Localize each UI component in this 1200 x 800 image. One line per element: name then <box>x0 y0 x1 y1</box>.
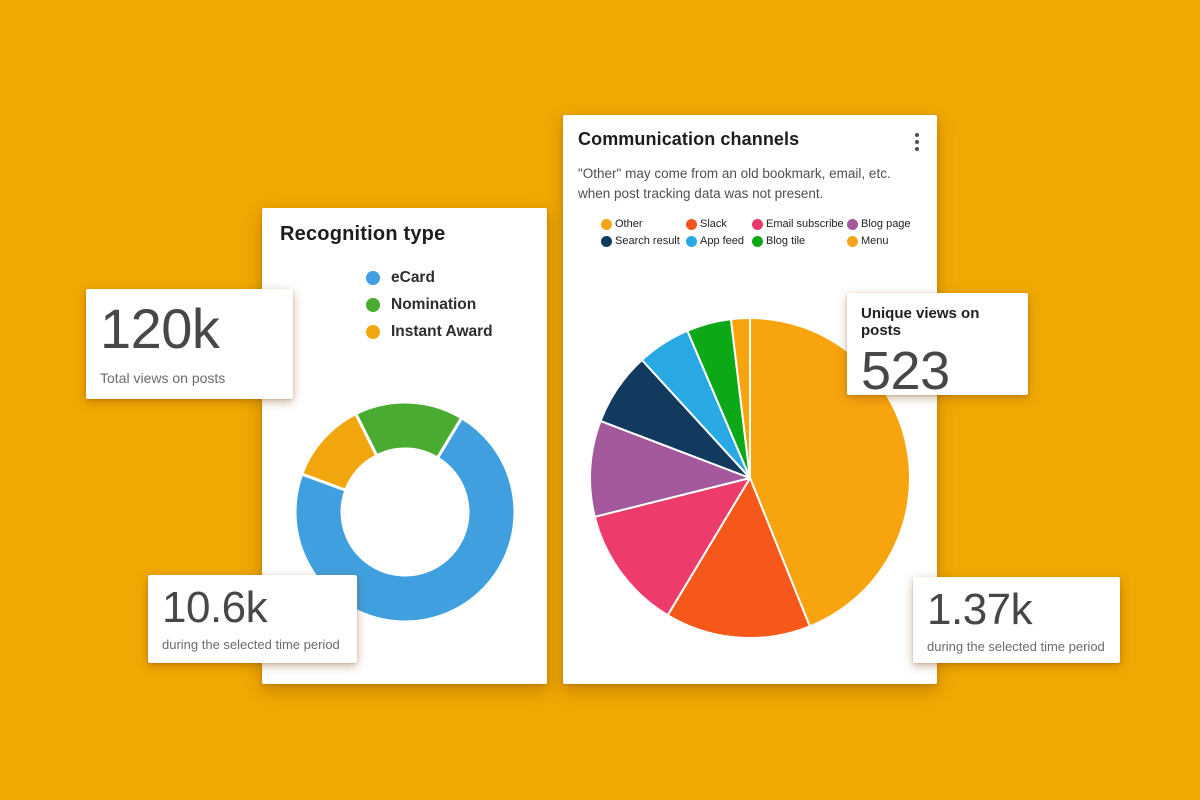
legend-label: eCard <box>391 269 435 286</box>
legend-item-ecard[interactable]: eCard <box>366 269 493 287</box>
legend-item-blog-page[interactable]: Blog page <box>847 218 911 230</box>
legend-label: Blog page <box>861 218 911 230</box>
legend-item-nomination[interactable]: Nomination <box>366 296 493 314</box>
stat-title: Unique views on posts <box>861 305 980 339</box>
legend-swatch-ecard-icon <box>366 271 380 285</box>
legend-swatch-search-result-icon <box>601 235 612 247</box>
legend-swatch-other-icon <box>601 218 612 230</box>
stat-value: 1.37k <box>927 585 1033 634</box>
stat-card-total-views: 120k Total views on posts <box>86 289 293 399</box>
legend-item-menu[interactable]: Menu <box>847 235 911 247</box>
stat-label: Total views on posts <box>100 369 226 386</box>
legend-label: Slack <box>700 218 727 230</box>
legend-swatch-instant-award-icon <box>366 325 380 339</box>
slice-slack[interactable] <box>666 477 811 639</box>
stat-label: during the selected time period <box>162 637 340 653</box>
legend-swatch-menu-icon <box>847 235 858 247</box>
legend-swatch-blog-tile-icon <box>752 235 763 247</box>
recognition-donut-chart <box>293 400 517 624</box>
stat-value: 10.6k <box>162 583 268 632</box>
legend-swatch-email-subscribe-icon <box>752 218 763 230</box>
legend-item-email-subscribe[interactable]: Email subscribe <box>752 218 847 230</box>
legend-item-slack[interactable]: Slack <box>686 218 752 230</box>
communication-card-subtitle: "Other" may come from an old bookmark, e… <box>578 166 891 202</box>
stat-card-unique-views-period: 1.37k during the selected time period <box>913 577 1120 663</box>
legend-label: Nomination <box>391 296 477 313</box>
legend-swatch-app-feed-icon <box>686 235 697 247</box>
legend-item-other[interactable]: Other <box>601 218 686 230</box>
legend-label: Email subscribe <box>766 218 844 230</box>
stat-card-total-views-period: 10.6k during the selected time period <box>148 575 357 663</box>
kebab-menu-icon[interactable] <box>908 130 926 154</box>
legend-swatch-slack-icon <box>686 218 697 230</box>
communication-card-title: Communication channels <box>578 129 800 149</box>
legend-swatch-nomination-icon <box>366 298 380 312</box>
legend-label: Search result <box>615 235 680 247</box>
legend-label: Other <box>615 218 643 230</box>
legend-label: Instant Award <box>391 323 493 340</box>
legend-label: Blog tile <box>766 235 806 247</box>
stat-value: 120k <box>100 297 220 360</box>
legend-item-search-result[interactable]: Search result <box>601 235 686 247</box>
slice-menu[interactable] <box>729 317 751 479</box>
slice-email-subscribe[interactable] <box>593 477 751 617</box>
slice-nomination[interactable] <box>354 400 464 460</box>
communication-pie-chart <box>589 317 911 639</box>
legend-item-blog-tile[interactable]: Blog tile <box>752 235 847 247</box>
legend-swatch-blog-page-icon <box>847 218 858 230</box>
legend-item-instant-award[interactable]: Instant Award <box>366 323 493 341</box>
stat-card-unique-views: Unique views on posts 523 <box>847 293 1028 401</box>
legend-item-app-feed[interactable]: App feed <box>686 235 752 247</box>
recognition-card-title: Recognition type <box>280 223 446 245</box>
slice-other[interactable] <box>749 317 911 628</box>
legend-label: Menu <box>861 235 889 247</box>
recognition-legend: eCard Nomination Instant Award <box>366 269 493 341</box>
slice-ecard[interactable] <box>293 416 517 624</box>
slice-blog-page[interactable] <box>589 419 751 518</box>
legend-label: App feed <box>700 235 745 247</box>
stat-value: 523 <box>861 341 950 401</box>
communication-channels-card: Communication channels "Other" may come … <box>563 115 937 684</box>
stat-label: during the selected time period <box>927 639 1105 655</box>
communication-legend: Other Slack Email subscribe Blog page Se… <box>601 218 911 247</box>
